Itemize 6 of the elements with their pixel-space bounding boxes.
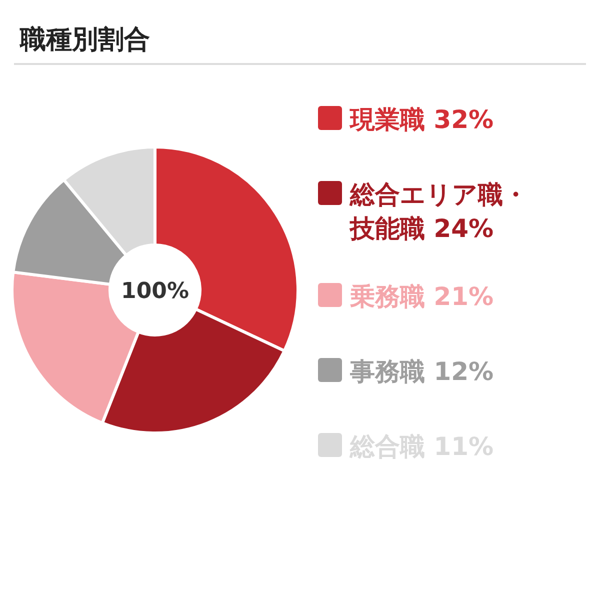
legend-label: 現業職 32% xyxy=(349,105,494,134)
text: 100% xyxy=(121,279,189,304)
legend-label: 事務職 12% xyxy=(349,357,494,386)
chart-title: 職種別割合 xyxy=(19,25,150,55)
legend-label: 総合エリア職・技能職 24% xyxy=(349,180,528,243)
legend-label: 乗務職 21% xyxy=(349,282,494,311)
